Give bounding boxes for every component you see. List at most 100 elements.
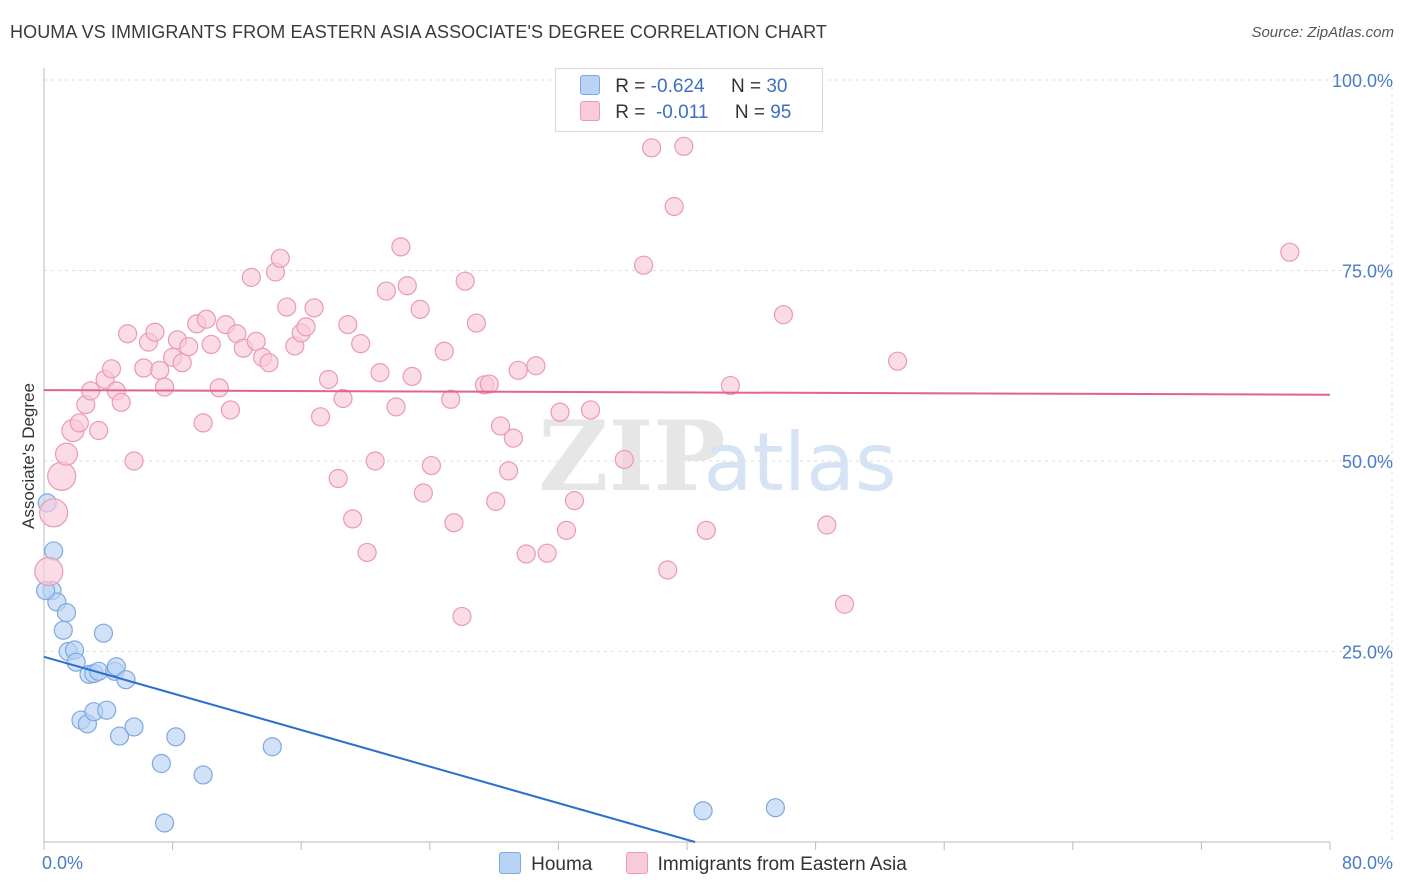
houma-point [53, 620, 73, 640]
eastern-asia-point [134, 358, 154, 378]
stats-row-houma: R = -0.624 N = 30 [580, 75, 787, 101]
houma-point [262, 737, 282, 757]
eastern-asia-point [817, 515, 837, 535]
eastern-asia-point [101, 359, 122, 379]
series-legend: Houma Immigrants from Eastern Asia [0, 852, 1406, 876]
eastern-asia-point [370, 363, 390, 383]
data-points [34, 136, 1300, 833]
eastern-asia-point [179, 337, 199, 357]
eastern-asia-point [386, 397, 406, 417]
eastern-asia-point [357, 542, 377, 563]
eastern-asia-point [490, 416, 511, 436]
stats-row-eastern-asia: R = -0.011 N = 95 [580, 101, 791, 127]
eastern-asia-point [498, 461, 519, 481]
axes [43, 68, 1331, 850]
eastern-asia-point [246, 331, 266, 351]
eastern-asia-point [720, 375, 741, 396]
r-label: R = [615, 76, 646, 97]
eastern-asia-point [658, 560, 678, 580]
legend-item-houma[interactable]: Houma [499, 852, 592, 876]
n-value: 95 [770, 102, 792, 123]
eastern-asia-point [376, 281, 396, 301]
legend-item-eastern-asia[interactable]: Immigrants from Eastern Asia [625, 852, 907, 876]
r-value: -0.624 [650, 76, 705, 97]
eastern-asia-point [69, 413, 89, 433]
eastern-asia-point [696, 520, 716, 540]
eastern-asia-point [413, 483, 433, 503]
source-label: Source: ZipAtlas.com [1251, 24, 1394, 41]
n-label: N = [730, 76, 762, 97]
y-tick-label: 75.0% [1342, 262, 1393, 282]
eastern-asia-point [444, 513, 464, 533]
eastern-asia-point [89, 420, 109, 441]
houma-point [765, 798, 786, 818]
legend-label-eastern-asia: Immigrants from Eastern Asia [657, 854, 907, 875]
eastern-asia-point [333, 388, 353, 409]
eastern-asia-point [220, 400, 241, 420]
eastern-asia-point [47, 461, 77, 491]
eastern-asia-point [773, 305, 794, 325]
eastern-asia-point [564, 491, 585, 511]
y-axis-label: Associate's Degree [19, 383, 38, 529]
eastern-asia-point [172, 353, 192, 373]
houma-point [56, 603, 77, 623]
chart-title: HOUMA VS IMMIGRANTS FROM EASTERN ASIA AS… [10, 22, 827, 42]
houma-point [97, 700, 117, 720]
r-value: -0.011 [655, 102, 709, 123]
eastern-asia-point [1280, 242, 1300, 262]
eastern-asia-point [145, 322, 165, 342]
eastern-asia-point [193, 413, 213, 433]
eastern-asia-point [421, 455, 442, 476]
eastern-asia-point [304, 298, 324, 318]
eastern-asia-point [486, 491, 506, 511]
eastern-asia-point [39, 498, 69, 528]
n-value: 30 [766, 76, 788, 97]
eastern-asia-point [338, 315, 358, 335]
eastern-asia-point [674, 136, 694, 156]
eastern-asia-point [397, 276, 417, 296]
eastern-asia-point [633, 255, 654, 275]
eastern-asia-point [434, 341, 454, 361]
houma-point [124, 717, 144, 737]
eastern-asia-point [526, 356, 546, 376]
eastern-asia-point [391, 237, 411, 257]
eastern-asia-point [259, 353, 279, 373]
eastern-asia-point [402, 366, 422, 387]
houma-trend-line [43, 655, 696, 843]
eastern-asia-point [34, 556, 64, 587]
houma-swatch [580, 75, 600, 95]
watermark-atlas: atlas [703, 416, 896, 509]
eastern-asia-point [410, 299, 430, 319]
eastern-asia-point [196, 309, 216, 329]
eastern-asia-point [664, 196, 684, 217]
eastern-asia-point [452, 606, 472, 627]
houma-point [109, 726, 130, 746]
eastern-asia-point [834, 594, 855, 614]
eastern-asia-point [270, 248, 290, 268]
trend-lines [43, 389, 1331, 843]
eastern-asia-point [277, 297, 297, 317]
eastern-asia-point [318, 369, 339, 390]
eastern-asia-point [328, 468, 348, 489]
eastern-asia-point [479, 374, 499, 394]
eastern-asia-point [556, 520, 577, 540]
stats-legend: R = -0.624 N = 30 R = -0.011 N = 95 [555, 68, 823, 132]
eastern-asia-point [365, 451, 385, 471]
tick-labels: 25.0% 50.0% 75.0% 100.0% 0.0% 80.0% [42, 71, 1393, 873]
eastern-asia-point [111, 392, 131, 412]
x-tick-label-max: 80.0% [1342, 853, 1393, 873]
eastern-asia-point [550, 402, 570, 422]
eastern-asia-point [466, 313, 487, 333]
legend-label-houma: Houma [531, 854, 593, 875]
y-tick-label: 25.0% [1342, 643, 1393, 663]
y-tick-label: 50.0% [1342, 452, 1393, 472]
eastern-asia-point [351, 334, 371, 354]
eastern-asia-point [441, 389, 461, 409]
houma-legend-swatch [499, 852, 522, 874]
eastern-asia-point [310, 407, 331, 427]
eastern-asia-point [124, 451, 144, 471]
eastern-asia-point [296, 317, 316, 337]
eastern-asia-point [537, 543, 557, 563]
eastern-asia-legend-swatch [625, 852, 648, 874]
